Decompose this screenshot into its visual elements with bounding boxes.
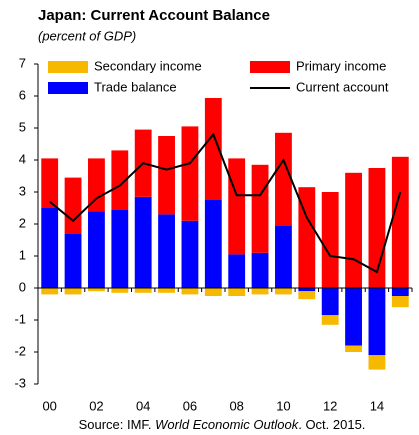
legend-swatch	[48, 82, 88, 94]
bar	[158, 214, 175, 288]
source-text: Source: IMF.	[79, 417, 156, 432]
bar	[111, 209, 129, 288]
y-tick-label: 3	[19, 183, 26, 198]
bar	[275, 132, 292, 226]
legend-label: Current account	[296, 79, 389, 94]
x-tick-label: 10	[276, 398, 290, 413]
y-tick-label: 5	[19, 119, 26, 134]
bar	[88, 211, 105, 288]
bar	[204, 200, 222, 288]
bar	[368, 288, 386, 356]
y-tick-label: -1	[14, 311, 26, 326]
bar	[181, 126, 199, 221]
legend-label: Trade balance	[94, 79, 177, 94]
y-tick-label: 1	[19, 247, 26, 262]
bar	[204, 288, 222, 296]
bar	[228, 254, 246, 288]
bar	[368, 355, 386, 370]
y-tick-label: 6	[19, 87, 26, 102]
bar	[345, 345, 362, 352]
chart-title: Japan: Current Account Balance	[38, 7, 270, 24]
bar	[275, 225, 292, 288]
bar	[251, 164, 269, 253]
bar	[298, 187, 316, 288]
bar	[391, 156, 409, 288]
x-tick-label: 02	[89, 398, 103, 413]
bar	[111, 288, 129, 293]
x-tick-label: 06	[183, 398, 197, 413]
x-tick-label: 08	[229, 398, 243, 413]
x-tick-label: 04	[136, 398, 150, 413]
bar	[391, 288, 409, 296]
y-tick-label: 7	[19, 55, 26, 70]
bar	[251, 252, 269, 288]
legend-bg	[40, 58, 412, 98]
bar	[41, 288, 59, 295]
bar	[64, 177, 82, 234]
bar	[64, 233, 82, 288]
bar	[228, 158, 246, 255]
chart-subtitle: (percent of GDP)	[38, 28, 136, 43]
y-tick-label: -2	[14, 343, 26, 358]
bar	[321, 192, 339, 288]
legend-swatch	[48, 61, 88, 73]
bar	[181, 220, 199, 288]
source-text: . Oct. 2015.	[298, 417, 365, 432]
bar	[88, 288, 105, 292]
bar	[158, 136, 175, 215]
bar	[391, 296, 409, 308]
bar	[345, 288, 362, 346]
bar	[181, 288, 199, 295]
y-tick-label: 2	[19, 215, 26, 230]
bar	[228, 288, 246, 296]
bar	[64, 288, 82, 295]
bar	[251, 288, 269, 295]
bar	[321, 288, 339, 316]
legend-swatch	[250, 61, 290, 73]
bar	[204, 96, 222, 200]
bar	[158, 288, 175, 293]
bar	[134, 196, 152, 288]
bar	[275, 288, 292, 295]
bar	[41, 208, 59, 288]
source: Source: IMF. World Economic Outlook. Oct…	[79, 417, 366, 432]
source-text: World Economic Outlook	[155, 417, 300, 432]
y-tick-label: 4	[19, 151, 26, 166]
bar	[345, 172, 362, 288]
x-tick-label: 12	[323, 398, 337, 413]
x-tick-label: 00	[42, 398, 56, 413]
bar	[111, 150, 129, 210]
legend-label: Primary income	[296, 58, 386, 73]
bar	[298, 288, 316, 292]
y-tick-label: 0	[19, 279, 26, 294]
line	[49, 132, 402, 274]
bar	[298, 291, 316, 300]
bar	[41, 158, 59, 208]
bar	[88, 158, 105, 212]
legend-label: Secondary income	[94, 58, 202, 73]
y-tick-label: -3	[14, 375, 26, 390]
x-tick-label: 14	[370, 398, 384, 413]
bar	[321, 315, 339, 325]
bar	[134, 288, 152, 293]
